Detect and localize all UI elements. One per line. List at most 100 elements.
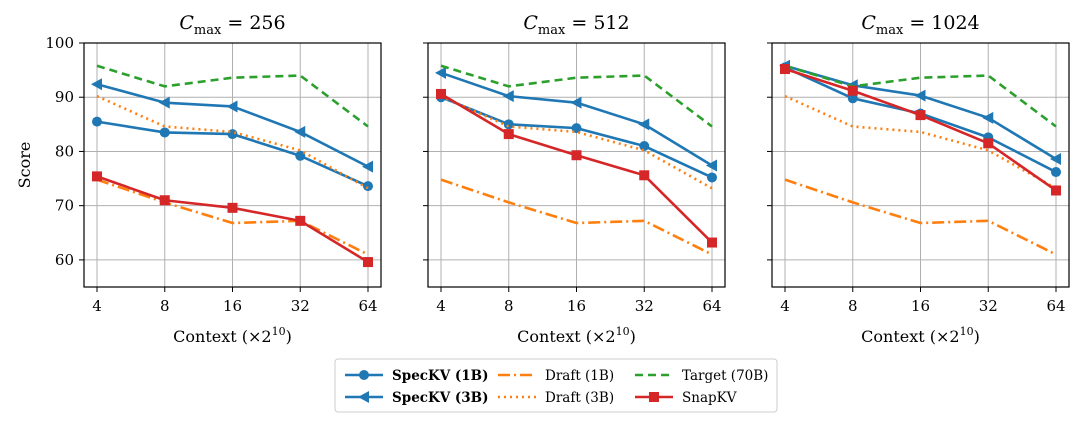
legend-item-speckv-1b: SpecKV (1B) <box>345 368 488 384</box>
data-point-snapkv <box>639 170 650 181</box>
series-snapkv <box>92 171 373 268</box>
legend-marker <box>359 370 369 380</box>
data-point-snapkv <box>92 171 102 182</box>
x-tick-label: 64 <box>702 297 721 315</box>
legend-item-snapkv: SnapKV <box>635 390 737 406</box>
legend-label: Draft (3B) <box>545 390 614 406</box>
series-draft-1b <box>96 178 369 256</box>
legend-box <box>334 358 778 413</box>
legend-marker <box>358 391 369 403</box>
panel-title: Cmax = 512 <box>523 12 629 38</box>
x-tick-label: 32 <box>635 297 654 315</box>
data-point-snapkv <box>436 88 446 99</box>
legend-item-target-70b: Target (70B) <box>635 368 768 384</box>
legend-label: Target (70B) <box>682 368 768 384</box>
data-point-speckv-1b <box>1051 167 1061 178</box>
series-line-draft-3b <box>96 94 369 190</box>
series-draft-1b <box>440 178 713 256</box>
series-line-draft-1b <box>440 178 713 256</box>
data-point-speckv-3b <box>435 66 446 79</box>
x-axis-label: Context (×210) <box>517 325 636 346</box>
series-line-draft-1b <box>784 178 1057 256</box>
y-tick-label: 90 <box>55 88 74 106</box>
data-point-snapkv <box>780 64 790 75</box>
legend-label: SpecKV (3B) <box>392 390 488 406</box>
data-point-speckv-3b <box>1050 153 1061 166</box>
y-tick-label: 80 <box>55 142 74 160</box>
data-point-speckv-3b <box>914 89 926 102</box>
legend: SpecKV (1B) SpecKV (3B) Draft (1B) Draft (3… <box>334 358 778 413</box>
y-tick-label: 100 <box>45 34 74 52</box>
x-tick-label: 16 <box>223 297 242 315</box>
series-line-draft-3b <box>440 94 713 190</box>
series-line-target-70b <box>440 64 713 128</box>
data-point-speckv-1b <box>847 93 858 104</box>
data-point-speckv-3b <box>158 96 170 109</box>
x-tick-label: 64 <box>358 297 377 315</box>
data-point-snapkv <box>295 215 306 226</box>
series-line-draft-1b <box>96 178 369 256</box>
x-tick-label: 32 <box>291 297 310 315</box>
chart-panel-2: 4 8 16 32 64 Context (×210) Cmax = 512 <box>423 12 726 346</box>
x-tick-label: 16 <box>911 297 930 315</box>
data-point-snapkv <box>1051 185 1061 196</box>
data-point-speckv-3b <box>982 111 994 124</box>
series-draft-3b <box>784 94 1057 190</box>
x-tick-label: 8 <box>504 297 514 315</box>
series-target-70b <box>784 64 1057 128</box>
x-tick-label: 4 <box>92 297 102 315</box>
chart-panel-3: 4 8 16 32 64 Context (×210) Cmax = 1024 <box>767 12 1070 346</box>
legend-item-speckv-3b: SpecKV (3B) <box>345 390 488 406</box>
series-line-target-70b <box>96 64 369 128</box>
x-tick-label: 16 <box>567 297 586 315</box>
legend-label: SnapKV <box>682 390 737 406</box>
data-point-speckv-1b <box>295 150 306 161</box>
x-axis-label: Context (×210) <box>173 325 292 346</box>
series-draft-3b <box>440 94 713 190</box>
legend-item-draft-3b: Draft (3B) <box>498 390 614 406</box>
data-point-speckv-1b <box>707 172 717 183</box>
x-tick-label: 32 <box>979 297 998 315</box>
data-point-speckv-3b <box>362 160 373 173</box>
x-tick-label: 8 <box>848 297 858 315</box>
chart-panel-1: 4 8 16 32 64 60 70 80 90 100 Score Context (×210) Cm… <box>15 12 382 346</box>
series-line-draft-3b <box>784 94 1057 190</box>
series-target-70b <box>440 64 713 128</box>
data-point-speckv-3b <box>294 125 306 138</box>
x-tick-label: 4 <box>436 297 446 315</box>
data-point-snapkv <box>571 150 582 161</box>
panel-title: Cmax = 1024 <box>861 12 979 38</box>
data-point-snapkv <box>503 129 514 140</box>
series-speckv-3b <box>91 78 373 173</box>
data-point-snapkv <box>707 237 717 248</box>
series-line-target-70b <box>784 64 1057 128</box>
legend-label: SpecKV (1B) <box>392 368 488 384</box>
series-speckv-1b <box>92 116 373 192</box>
panel-title: Cmax = 256 <box>179 12 285 38</box>
legend-label: Draft (1B) <box>545 368 614 384</box>
series-draft-1b <box>784 178 1057 256</box>
data-point-speckv-3b <box>91 78 102 91</box>
data-point-snapkv <box>363 257 373 268</box>
data-point-speckv-1b <box>159 127 170 138</box>
series-target-70b <box>96 64 369 128</box>
data-point-snapkv <box>159 195 170 206</box>
data-point-speckv-3b <box>502 90 514 103</box>
data-point-snapkv <box>847 85 858 96</box>
legend-marker <box>649 392 659 402</box>
series-snapkv <box>436 88 717 248</box>
data-point-speckv-1b <box>639 141 650 152</box>
data-point-speckv-3b <box>226 100 238 113</box>
series-snapkv <box>780 64 1061 196</box>
series-draft-3b <box>96 94 369 190</box>
data-point-speckv-3b <box>706 159 717 172</box>
legend-item-draft-1b: Draft (1B) <box>498 368 614 384</box>
data-point-speckv-1b <box>363 181 373 192</box>
series-speckv-3b <box>435 66 717 172</box>
y-axis-label: Score <box>15 142 34 189</box>
x-axis-label: Context (×210) <box>861 325 980 346</box>
data-point-speckv-3b <box>570 96 582 109</box>
x-tick-label: 4 <box>780 297 790 315</box>
y-tick-label: 60 <box>55 251 74 269</box>
